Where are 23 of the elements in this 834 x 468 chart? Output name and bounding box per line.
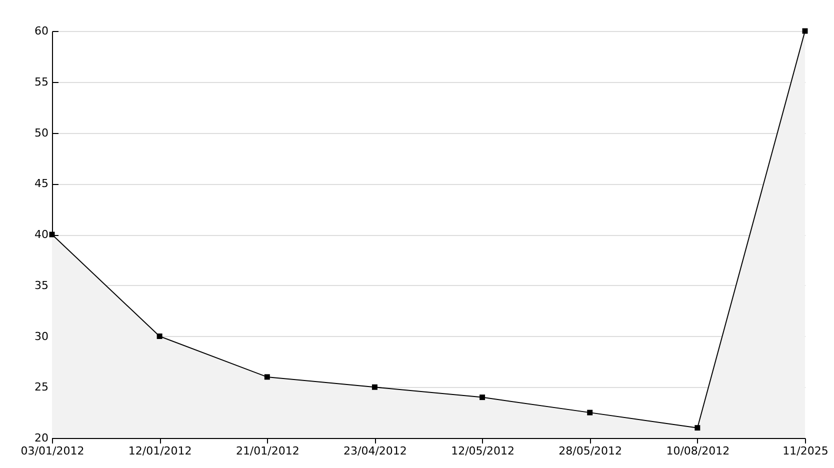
x-tick-label: 21/01/2012 <box>236 444 300 458</box>
y-tick-label: 40 <box>34 228 48 241</box>
x-tick-label: 03/01/2012 <box>20 444 84 458</box>
point <box>694 425 700 431</box>
x-tick-label: 12/01/2012 <box>128 444 192 458</box>
y-tick-label: 30 <box>34 330 48 343</box>
point <box>372 384 378 390</box>
point <box>587 410 593 416</box>
y-tick-label: 25 <box>34 380 48 394</box>
y-tick-label: 50 <box>34 126 48 140</box>
point <box>264 374 270 380</box>
y-tick-label: 55 <box>34 75 48 88</box>
y-tick-label: 35 <box>34 278 48 292</box>
y-tick-label: 60 <box>34 24 48 38</box>
x-tick-label: 23/04/2012 <box>344 444 407 458</box>
y-tick-label: 45 <box>34 177 48 190</box>
y-tick-label: 20 <box>34 432 48 444</box>
point <box>156 334 162 339</box>
point <box>480 394 486 400</box>
x-tick-label: 12/05/2012 <box>451 444 514 458</box>
x-tick-label: 10/08/2012 <box>666 444 730 458</box>
x-tick-label: 11/2025 <box>782 444 828 458</box>
x-tick-label: 28/05/2012 <box>558 444 622 458</box>
